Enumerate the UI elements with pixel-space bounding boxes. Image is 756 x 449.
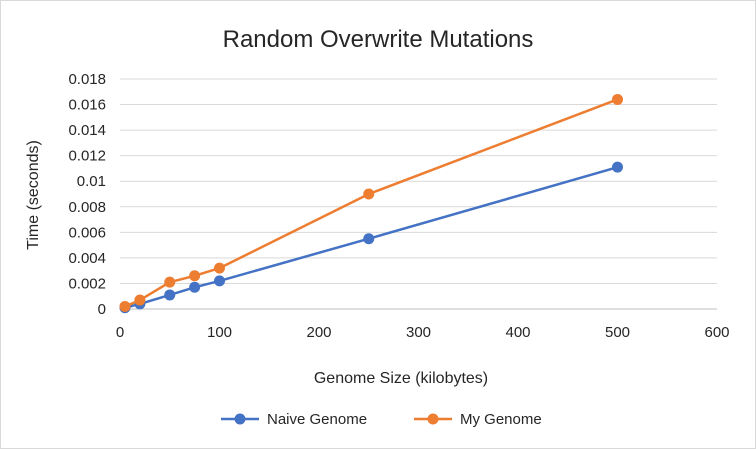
x-axis-title: Genome Size (kilobytes): [314, 370, 488, 387]
y-tick-label: 0.002: [68, 275, 106, 292]
x-tick-label: 200: [306, 324, 331, 341]
legend: Naive Genome My Genome: [221, 411, 542, 428]
y-tick-label: 0.004: [68, 250, 106, 267]
data-point: [189, 270, 201, 282]
y-tick-label: 0.016: [68, 97, 106, 114]
data-point: [214, 275, 225, 287]
y-tick-label: 0.018: [68, 71, 106, 88]
x-tick-label: 600: [704, 324, 729, 341]
data-point: [164, 276, 176, 288]
y-axis-ticks: 0 0.002 0.004 0.006 0.008 0.01 0.012 0.014 0.016…: [68, 71, 106, 318]
legend-swatch-marker: [234, 413, 246, 425]
y-tick-label: 0.008: [68, 199, 106, 216]
data-point: [612, 93, 623, 105]
data-point: [164, 289, 176, 301]
x-tick-label: 400: [505, 324, 530, 341]
data-point: [363, 233, 375, 245]
x-tick-label: 100: [207, 324, 232, 341]
y-tick-label: 0.01: [77, 173, 106, 190]
chart-title: Random Overwrite Mutations: [223, 26, 534, 53]
x-axis-ticks: 0 100 200 300 400 500 600: [116, 324, 730, 341]
data-point: [134, 294, 146, 306]
legend-swatch-marker: [427, 413, 439, 425]
data-point: [119, 300, 131, 312]
y-tick-label: 0.006: [68, 224, 106, 241]
legend-item: My Genome: [414, 411, 542, 428]
data-series: [119, 93, 623, 314]
data-point: [214, 262, 225, 274]
series-0: [119, 161, 623, 314]
gridlines: [120, 78, 717, 310]
x-tick-label: 300: [406, 324, 431, 341]
y-tick-label: 0.012: [68, 148, 106, 165]
data-point: [189, 281, 201, 293]
legend-item: Naive Genome: [221, 411, 367, 428]
series-1: [119, 93, 623, 312]
y-tick-label: 0: [98, 301, 106, 318]
legend-label: Naive Genome: [267, 411, 367, 428]
legend-label: My Genome: [460, 411, 542, 428]
y-tick-label: 0.014: [68, 122, 106, 139]
x-tick-label: 0: [116, 324, 124, 341]
y-axis-title: Time (seconds): [25, 140, 42, 250]
data-point: [612, 161, 623, 173]
x-tick-label: 500: [605, 324, 630, 341]
data-point: [363, 188, 375, 200]
